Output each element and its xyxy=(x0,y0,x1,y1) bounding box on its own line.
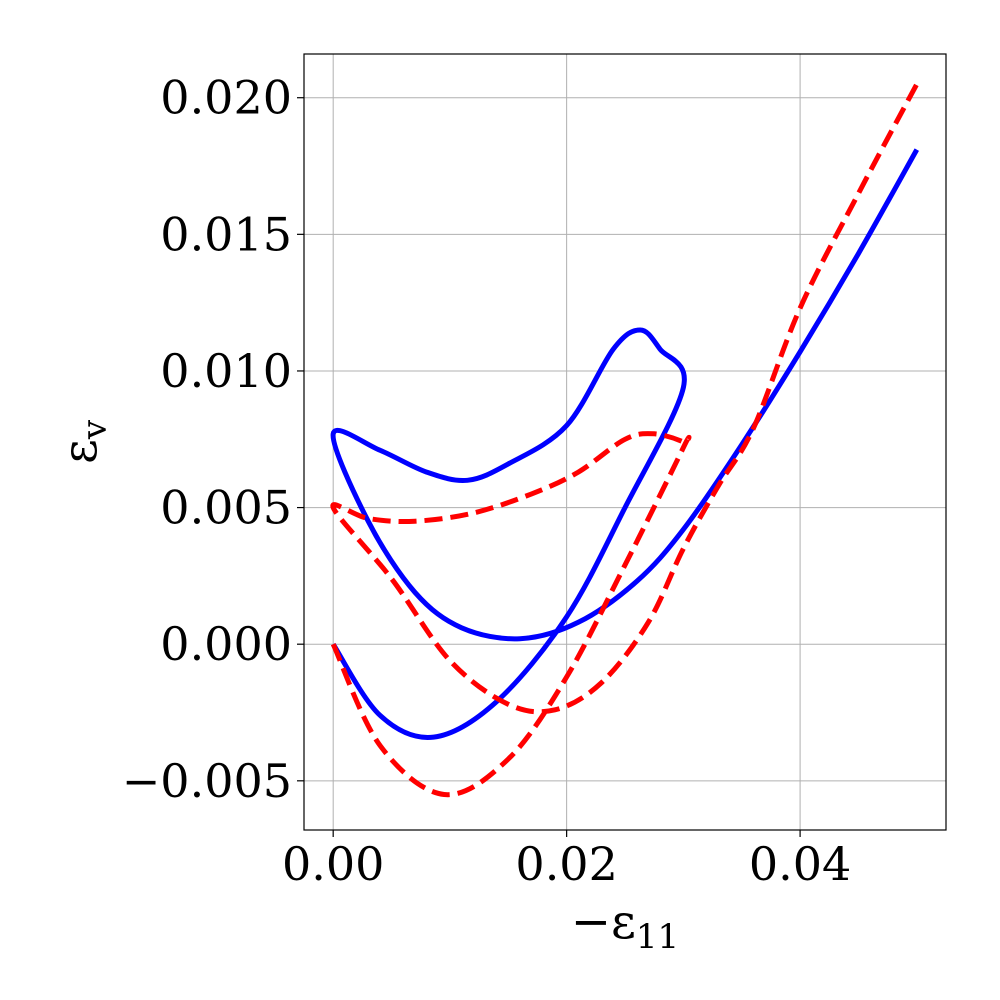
y-axis-label: εv xyxy=(52,419,115,464)
y-tick-label: 0.000 xyxy=(160,617,292,671)
y-tick-label: 0.015 xyxy=(160,207,292,261)
x-tick-label: 0.04 xyxy=(749,837,851,891)
series-layer xyxy=(330,82,920,798)
y-tick-label: −0.005 xyxy=(122,754,292,808)
series-line-2 xyxy=(330,82,920,798)
x-axis-label: −ε11 xyxy=(571,894,679,957)
plot-frame xyxy=(303,53,947,831)
tick-labels: 0.00 0.02 0.04 −0.005 0.000 0.005 0.010 0.015 0.… xyxy=(122,71,852,891)
y-tick-label: 0.020 xyxy=(160,71,292,125)
x-tick-label: 0.02 xyxy=(515,837,617,891)
series-line-1 xyxy=(330,148,919,740)
y-tick-label: 0.010 xyxy=(160,344,292,398)
y-tick-label: 0.005 xyxy=(160,481,292,535)
x-tick-label: 0.00 xyxy=(282,837,384,891)
